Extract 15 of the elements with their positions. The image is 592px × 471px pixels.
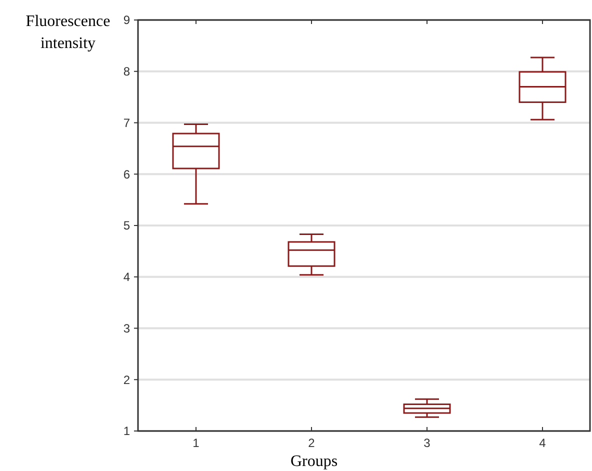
- y-tick-label: 8: [123, 64, 130, 79]
- y-tick-label: 5: [123, 218, 130, 233]
- y-tick-label: 9: [123, 13, 130, 28]
- y-tick-label: 3: [123, 321, 130, 336]
- y-axis-title: Fluorescence intensity: [26, 13, 110, 52]
- x-tick-label: 1: [192, 436, 200, 450]
- x-tick-label: 3: [424, 436, 431, 450]
- y-tick-label: 6: [123, 167, 130, 182]
- y-tick-label: 1: [123, 424, 130, 438]
- x-tick-label: 4: [539, 436, 546, 450]
- y-tick-label: 2: [123, 372, 130, 387]
- x-tick-label: 2: [308, 436, 316, 450]
- y-tick-label: 7: [123, 116, 130, 130]
- x-axis-title: Groups: [290, 453, 338, 470]
- y-tick-label: 4: [123, 270, 130, 284]
